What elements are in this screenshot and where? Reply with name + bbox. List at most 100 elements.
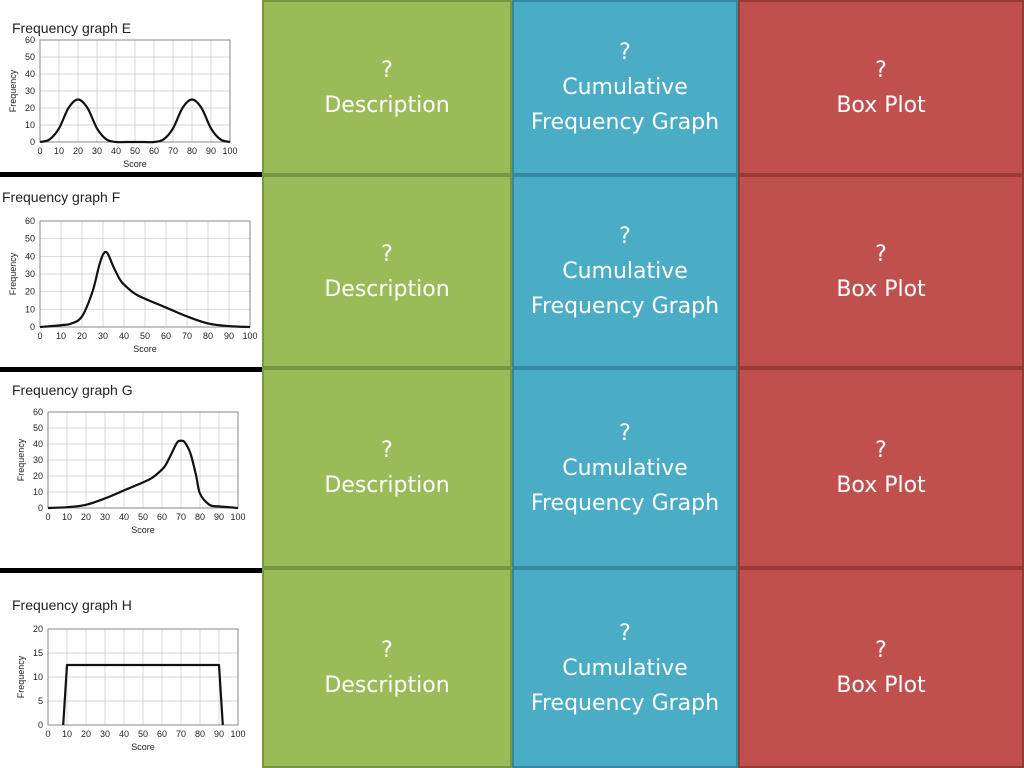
x-tick-label: 0 bbox=[37, 331, 42, 341]
x-tick-label: 80 bbox=[203, 331, 213, 341]
y-tick-label: 10 bbox=[25, 120, 35, 130]
x-tick-label: 90 bbox=[214, 512, 224, 522]
box-plot-card[interactable]: ? Box Plot bbox=[738, 368, 1024, 568]
x-tick-label: 30 bbox=[100, 512, 110, 522]
x-tick-label: 10 bbox=[62, 729, 72, 739]
description-card[interactable]: ? Description bbox=[262, 368, 512, 568]
x-tick-label: 90 bbox=[206, 146, 216, 156]
description-label: Description bbox=[324, 673, 450, 698]
x-tick-label: 10 bbox=[62, 512, 72, 522]
x-axis-label: Score bbox=[131, 525, 155, 535]
y-tick-label: 40 bbox=[25, 251, 35, 261]
x-tick-label: 30 bbox=[92, 146, 102, 156]
x-tick-label: 20 bbox=[77, 331, 87, 341]
question-mark: ? bbox=[381, 241, 393, 267]
cumulative-frequency-card[interactable]: ? Cumulative Frequency Graph bbox=[512, 368, 738, 568]
frequency-graph-e-svg: Frequency graph E 0 10 20 30 40 50 60 70 80 90 100 0… bbox=[8, 20, 238, 169]
description-card[interactable]: ? Description bbox=[262, 175, 512, 368]
y-tick-label: 30 bbox=[33, 455, 43, 465]
box-plot-label: Box Plot bbox=[836, 673, 926, 698]
x-tick-label: 10 bbox=[54, 146, 64, 156]
question-mark: ? bbox=[619, 224, 631, 249]
x-tick-label: 90 bbox=[224, 331, 234, 341]
y-tick-label: 40 bbox=[25, 69, 35, 79]
grid bbox=[47, 628, 239, 726]
cumulative-label-line2: Frequency Graph bbox=[530, 294, 720, 319]
y-tick-label: 20 bbox=[33, 624, 43, 634]
cumulative-frequency-card[interactable]: ? Cumulative Frequency Graph bbox=[512, 0, 738, 175]
y-tick-label: 10 bbox=[33, 487, 43, 497]
x-tick-label: 50 bbox=[138, 512, 148, 522]
x-tick-label: 30 bbox=[98, 331, 108, 341]
box-plot-card[interactable]: ? Box Plot bbox=[738, 175, 1024, 368]
question-mark: ? bbox=[875, 57, 887, 83]
frequency-graph-g-svg: Frequency graph G 0 10 20 30 40 50 60 70 80 90 100 0… bbox=[12, 382, 246, 535]
x-tick-label: 60 bbox=[149, 146, 159, 156]
x-tick-label: 30 bbox=[100, 729, 110, 739]
chart-title: Frequency graph E bbox=[12, 20, 131, 36]
frequency-graph-e: Frequency graph E 0 10 20 30 40 50 60 70 80 90 100 0… bbox=[0, 0, 262, 172]
x-tick-label: 80 bbox=[195, 512, 205, 522]
x-tick-label: 100 bbox=[230, 512, 245, 522]
x-tick-label: 90 bbox=[214, 729, 224, 739]
x-tick-label: 80 bbox=[195, 729, 205, 739]
question-mark: ? bbox=[619, 620, 631, 646]
x-tick-label: 70 bbox=[182, 331, 192, 341]
y-axis-label: Frequency bbox=[16, 655, 26, 698]
y-tick-label: 15 bbox=[33, 648, 43, 658]
frequency-graph-h: Frequency graph H 0 10 20 30 40 50 60 70 80 90 100 0… bbox=[0, 573, 262, 768]
cumulative-frequency-card[interactable]: ? Cumulative Frequency Graph bbox=[512, 568, 738, 768]
cumulative-frequency-card[interactable]: ? Cumulative Frequency Graph bbox=[512, 175, 738, 368]
x-tick-label: 20 bbox=[73, 146, 83, 156]
grid bbox=[47, 411, 239, 509]
frequency-curve bbox=[39, 98, 231, 144]
x-axis-label: Score bbox=[131, 742, 155, 752]
x-tick-label: 60 bbox=[161, 331, 171, 341]
divider bbox=[0, 367, 262, 372]
cumulative-label-line1: Cumulative bbox=[562, 259, 688, 284]
question-mark: ? bbox=[381, 438, 393, 463]
x-tick-label: 50 bbox=[140, 331, 150, 341]
y-tick-label: 40 bbox=[33, 439, 43, 449]
x-tick-label: 0 bbox=[45, 729, 50, 739]
y-tick-label: 10 bbox=[25, 304, 35, 314]
y-tick-label: 0 bbox=[38, 503, 43, 513]
y-axis-label: Frequency bbox=[16, 438, 26, 481]
grid bbox=[39, 39, 231, 143]
frequency-curve bbox=[47, 439, 239, 510]
y-tick-label: 60 bbox=[25, 216, 35, 226]
box-plot-label: Box Plot bbox=[836, 276, 926, 302]
x-tick-label: 100 bbox=[242, 331, 257, 341]
box-plot-card[interactable]: ? Box Plot bbox=[738, 568, 1024, 768]
frequency-curve bbox=[62, 663, 224, 726]
frequency-curve bbox=[39, 250, 251, 329]
y-tick-label: 20 bbox=[33, 471, 43, 481]
frequency-graph-h-svg: Frequency graph H 0 10 20 30 40 50 60 70 80 90 100 0… bbox=[12, 597, 246, 752]
x-tick-label: 50 bbox=[130, 146, 140, 156]
y-tick-label: 50 bbox=[33, 423, 43, 433]
description-card[interactable]: ? Description bbox=[262, 568, 512, 768]
divider bbox=[0, 172, 262, 177]
question-mark: ? bbox=[619, 40, 631, 65]
box-plot-label: Box Plot bbox=[836, 473, 926, 498]
question-mark: ? bbox=[875, 638, 887, 663]
chart-title: Frequency graph G bbox=[12, 382, 133, 398]
x-tick-label: 70 bbox=[168, 146, 178, 156]
question-mark: ? bbox=[381, 638, 393, 663]
x-tick-label: 40 bbox=[119, 331, 129, 341]
x-tick-label: 70 bbox=[176, 729, 186, 739]
divider bbox=[0, 568, 262, 573]
y-tick-label: 20 bbox=[25, 287, 35, 297]
description-card[interactable]: ? Description bbox=[262, 0, 512, 175]
description-label: Description bbox=[324, 473, 450, 498]
x-tick-label: 100 bbox=[222, 146, 237, 156]
frequency-graph-f-svg: Frequency graph F 0 10 20 30 40 50 60 70 80 90 100 0… bbox=[2, 189, 258, 354]
x-axis-label: Score bbox=[123, 159, 147, 169]
cumulative-label-line2: Frequency Graph bbox=[530, 490, 720, 516]
x-tick-label: 0 bbox=[45, 512, 50, 522]
y-axis-label: Frequency bbox=[8, 252, 18, 295]
x-tick-label: 0 bbox=[37, 146, 42, 156]
x-tick-label: 80 bbox=[187, 146, 197, 156]
question-mark: ? bbox=[619, 420, 631, 446]
box-plot-card[interactable]: ? Box Plot bbox=[738, 0, 1024, 175]
